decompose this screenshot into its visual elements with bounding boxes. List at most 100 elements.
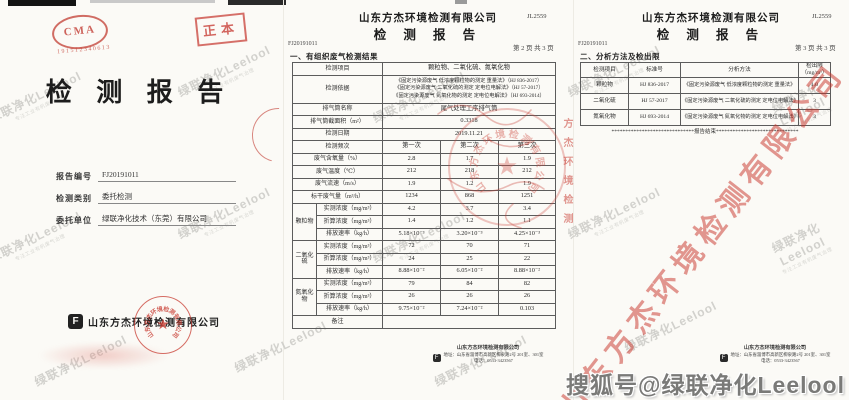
- field-test-category: 检测类别 委托检测: [56, 191, 236, 204]
- footer-address: 地址：山东省淄博市高新区柳泉路2号 201室、301室: [730, 352, 831, 357]
- cell: 3: [798, 109, 831, 126]
- analysis-methods-table: 检测项目 标准号 分析方法 检出限（mg/m³） 颗粒物 HJ 836-2017…: [580, 62, 831, 126]
- cell: 24: [382, 252, 442, 266]
- page3-company-header: 山东方杰环境检测有限公司: [642, 13, 780, 24]
- footer-address: 地址：山东省淄博市高新区柳泉路2号 201室、301室: [443, 352, 544, 357]
- watermark: 绿联净化Leelool 专注工业有机废气治理: [565, 184, 663, 242]
- field-value: 绿联净化技术（东莞）有限公司: [98, 213, 236, 226]
- cell: 7.24×10⁻²: [440, 302, 500, 316]
- cell: 82: [498, 277, 557, 291]
- table-row: 氮氧化物 实测浓度（mg/m³） 79 84 82: [292, 277, 557, 316]
- page2-report-number: FJ20191011: [288, 41, 318, 47]
- field-label: 报告编号: [56, 172, 92, 181]
- table-row: 氮氧化物 HJ 693-2014 《固定污染源废气 氮氧化物的测定 定电位电解法…: [580, 109, 831, 126]
- handwritten-red-marks: [437, 104, 545, 229]
- cell: 8.88×10⁻²: [498, 265, 557, 279]
- cell: 22: [498, 252, 557, 266]
- original-copy-stamp: 正本: [194, 12, 248, 47]
- cell: 84: [440, 277, 500, 291]
- scan-artifact-strip: [228, 0, 286, 5]
- row-label: 折算浓度（mg/m³）: [315, 215, 384, 229]
- cell: [382, 315, 557, 329]
- footer-text: 地址：山东省淄博市高新区柳泉路2号 201室、301室 电话：0533-3423…: [731, 352, 831, 363]
- cell: 79: [382, 277, 442, 291]
- seal-star-icon: ★: [497, 153, 517, 179]
- scan-artifact-strip: [8, 0, 76, 6]
- footer-address-line: F 地址：山东省淄博市高新区柳泉路2号 201室、301室 电话：0533-34…: [408, 352, 568, 363]
- table-row: 检测依据 《固定污染源废气 低浓度颗粒物的测定 重量法》（HJ 836-2017…: [291, 74, 557, 104]
- field-report-number: 报告编号 FJ20191011: [56, 170, 236, 182]
- row-label: 排气筒名称: [291, 102, 384, 116]
- page-seam: [283, 0, 284, 400]
- footer-text: 地址：山东省淄博市高新区柳泉路2号 201室、301室 电话：0533-3423…: [444, 352, 544, 363]
- page2-report-title: 检 测 报 告: [373, 28, 483, 42]
- table-row: 备注: [291, 315, 557, 329]
- sohu-watermark: 搜狐号@绿联净化Leelool: [566, 372, 845, 398]
- cell: 26: [498, 290, 557, 304]
- ink-smudge: [38, 342, 170, 369]
- page2-section-title: 一、有组织废气检测结果: [290, 52, 378, 61]
- pollutant-group-label: 氮氧化物: [292, 277, 317, 316]
- footer-logo-icon: F: [432, 353, 441, 362]
- table-row: 二氧化硫 HJ 57-2017 《固定污染源废气 二氧化硫的测定 定电位电解法》…: [580, 93, 831, 110]
- cell: HJ 693-2014: [628, 109, 681, 126]
- page2-page-indicator: 第 2 页 共 3 页: [513, 45, 554, 52]
- row-label: 检测依据: [291, 74, 384, 104]
- footer-address-line: F 地址：山东省淄博市高新区柳泉路2号 201室、301室 电话：0533-34…: [695, 352, 849, 363]
- page2-doc-code: JL2559: [527, 13, 547, 20]
- row-label: 实测浓度（mg/m³）: [315, 240, 384, 254]
- cell: 二氧化硫: [580, 93, 629, 110]
- row-label: 实测浓度（mg/m³）: [315, 202, 384, 216]
- cell: 《固定污染源废气 低浓度颗粒物的测定 重量法》（HJ 836-2017） 《固定…: [382, 74, 557, 104]
- page2-company-header: 山东方杰环境检测有限公司: [359, 13, 497, 24]
- seal-star-icon: ★: [157, 316, 169, 332]
- pollutant-group-label: 颗粒物: [292, 202, 317, 241]
- field-label: 委托单位: [56, 216, 92, 225]
- row-label: 折算浓度（mg/m³）: [315, 252, 384, 266]
- page3-report-number: FJ20191011: [578, 41, 608, 47]
- cell: 8.88×10⁻²: [382, 265, 442, 279]
- page3-doc-code: JL2559: [812, 13, 832, 20]
- row-label: 检测日期: [291, 127, 384, 141]
- field-label: 检测类别: [56, 194, 92, 203]
- table-row: 折算浓度（mg/m³） 26 26 26: [293, 290, 557, 304]
- footer-company: 山东方杰环境检测有限公司: [743, 345, 807, 351]
- cell: 6.05×10⁻²: [440, 265, 500, 279]
- row-label: 标干废气量（m³/h）: [291, 190, 384, 204]
- cell: 9.75×10⁻²: [382, 302, 442, 316]
- table-row: 二氧化硫 实测浓度（mg/m³） 72 70 71: [292, 240, 557, 279]
- basis-line: 《固定污染源废气 氮氧化物的测定 定电位电解法》（HJ 693-2014）: [393, 92, 545, 99]
- cell: 26: [440, 290, 500, 304]
- row-label: 检测频次: [291, 140, 384, 154]
- row-label: 排放速率（kg/h）: [315, 265, 384, 279]
- overlapping-round-seal: ★ 山东方杰环境检测有限公司: [448, 108, 566, 226]
- row-label: 折算浓度（mg/m³）: [315, 290, 384, 304]
- table-header-row: 检测项目 标准号 分析方法 检出限（mg/m³）: [580, 62, 831, 78]
- table-row: 检测项目 颗粒物、二氧化硫、氮氧化物: [291, 62, 557, 76]
- row-label: 检测项目: [291, 62, 384, 76]
- row-label: 废气含氧量（%）: [291, 152, 384, 166]
- footer-company: 山东方杰环境检测有限公司: [456, 345, 520, 351]
- cell: 颗粒物: [580, 77, 629, 94]
- cell: HJ 57-2017: [628, 93, 681, 110]
- company-logo-icon: F: [68, 314, 83, 329]
- field-value: 委托检测: [98, 191, 236, 204]
- row-label: 备注: [291, 315, 384, 329]
- row-label: 废气温度（℃）: [291, 165, 384, 179]
- row-label: 实测浓度（mg/m³）: [315, 277, 384, 291]
- cell: 0.103: [498, 302, 557, 316]
- scan-artifact-strip: [90, 0, 215, 3]
- report-cover-title: 检 测 报 告: [45, 78, 233, 107]
- row-label: 排放速率（kg/h）: [315, 227, 384, 241]
- table-row: 折算浓度（mg/m³） 24 25 22: [293, 252, 557, 266]
- cell: 《固定污染源废气 低浓度颗粒物的测定 重量法》: [680, 77, 799, 94]
- page3-report-title: 检 测 报 告: [656, 28, 766, 42]
- field-value: FJ20191011: [98, 170, 236, 182]
- cell: 氮氧化物: [580, 109, 629, 126]
- column-header: 分析方法: [680, 62, 799, 78]
- table-row: 排放速率（kg/h） 9.75×10⁻² 7.24×10⁻² 0.103: [293, 302, 557, 316]
- footer-phone: 电话：0533-3423567: [474, 357, 513, 363]
- page3-section-title: 二、分析方法及检出限: [580, 52, 660, 61]
- footer-phone: 电话：0533-3423567: [761, 357, 800, 363]
